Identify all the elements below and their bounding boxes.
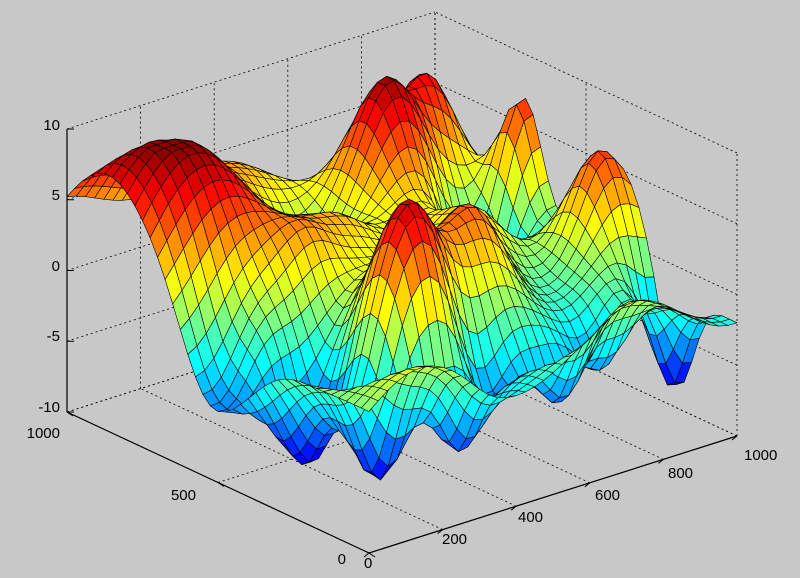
z-axis-tick-labels: 10 5 0 -5 -10: [38, 117, 60, 416]
z-tick-label: 0: [52, 258, 60, 275]
z-tick-label: -10: [38, 399, 60, 416]
surface-mesh: [66, 72, 738, 481]
x-tick-mark: [510, 505, 517, 511]
x-tick-label: 0: [364, 555, 372, 572]
x-tick-label: 400: [518, 509, 543, 526]
y-tick-label: 500: [171, 487, 196, 504]
y-tick-mark: [66, 411, 74, 417]
z-tick-label: 5: [52, 187, 60, 204]
axis-ticks: [66, 128, 738, 558]
x-tick-label: 600: [595, 487, 620, 504]
y-tick-mark: [217, 482, 225, 487]
y-tick-label: 0: [338, 551, 346, 568]
grid-line: [434, 82, 738, 225]
grid-line: [434, 11, 738, 154]
x-tick-mark: [363, 552, 370, 558]
x-axis-tick-labels: 0 200 400 600 800 1000: [364, 447, 777, 572]
x-tick-mark: [658, 459, 664, 464]
surface-patch: [360, 397, 379, 412]
y-axis-tick-labels: 1000 500 0: [27, 425, 346, 568]
x-axis-line: [368, 435, 738, 554]
x-tick-label: 200: [442, 531, 467, 548]
y-tick-mark: [368, 552, 376, 558]
x-tick-mark: [584, 482, 591, 488]
grid-line: [140, 388, 443, 530]
x-tick-label: 1000: [744, 447, 777, 464]
x-tick-mark: [731, 435, 738, 441]
z-tick-label: 10: [43, 117, 60, 134]
x-tick-label: 800: [668, 465, 693, 482]
y-tick-label: 1000: [27, 425, 60, 442]
grid-line: [66, 11, 436, 130]
z-tick-label: -5: [47, 328, 60, 345]
x-tick-mark: [437, 529, 443, 534]
